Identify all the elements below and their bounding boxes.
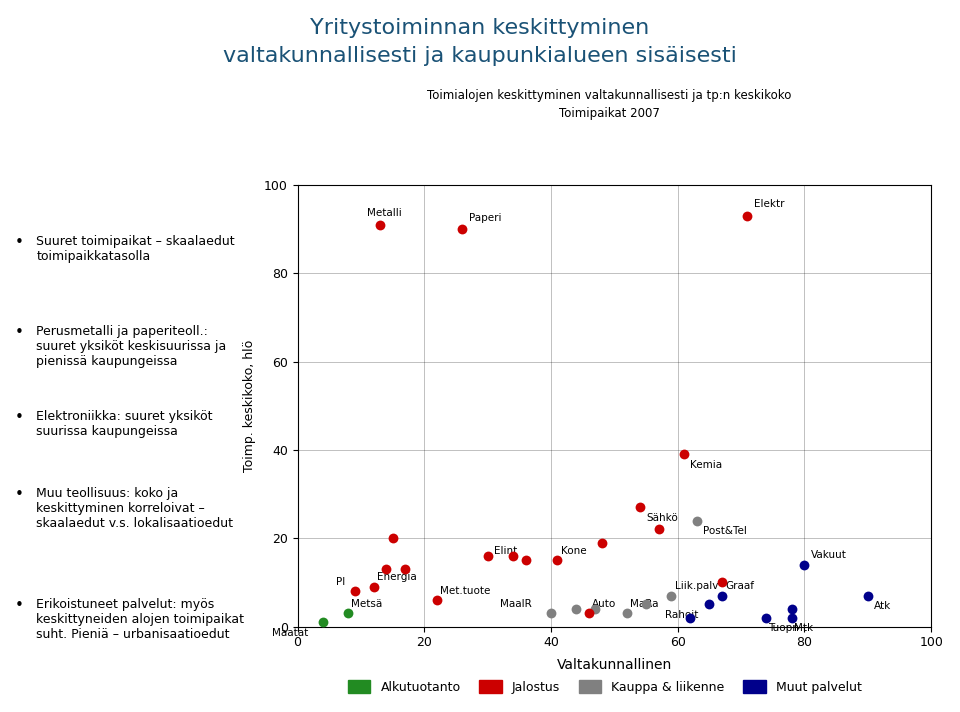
Text: Muu teollisuus: koko ja
keskittyminen korreloivat –
skaalaedut v.s. lokalisaatio: Muu teollisuus: koko ja keskittyminen ko… [36, 487, 233, 530]
Point [341, 607, 356, 619]
Text: Liik.palv: Liik.palv [675, 581, 718, 591]
Text: Sähkö: Sähkö [646, 513, 678, 523]
Text: Paperi: Paperi [468, 213, 501, 223]
X-axis label: Valtakunnallinen: Valtakunnallinen [557, 658, 672, 671]
Point [784, 612, 800, 624]
Text: Elektroniikka: suuret yksiköt
suurissa kaupungeissa: Elektroniikka: suuret yksiköt suurissa k… [36, 410, 213, 438]
Point [568, 603, 584, 614]
Point [677, 449, 692, 460]
Point [315, 617, 330, 628]
Text: Maatat: Maatat [273, 627, 308, 638]
Text: MaalR: MaalR [500, 599, 532, 609]
Text: Rahoit: Rahoit [665, 610, 699, 620]
Text: Perusmetalli ja paperiteoll.:
suuret yksiköt keskisuurissa ja
pienissä kaupungei: Perusmetalli ja paperiteoll.: suuret yks… [36, 325, 227, 367]
Point [385, 533, 400, 544]
Text: Kone: Kone [561, 546, 587, 556]
Point [582, 607, 597, 619]
Text: Kemia: Kemia [690, 460, 723, 470]
Text: valtakunnallisesti ja kaupunkialueen sisäisesti: valtakunnallisesti ja kaupunkialueen sis… [223, 46, 737, 66]
Text: Tuopn: Tuopn [768, 623, 800, 633]
Point [378, 563, 394, 575]
Text: Mtk: Mtk [794, 623, 813, 633]
Text: Elektr: Elektr [754, 199, 784, 209]
Point [714, 577, 730, 588]
Text: •: • [15, 410, 24, 425]
Point [714, 590, 730, 602]
Point [550, 555, 565, 566]
Point [638, 599, 654, 610]
Text: MaRa: MaRa [630, 599, 659, 609]
Text: Met.tuote: Met.tuote [440, 586, 491, 596]
Text: Metsä: Metsä [351, 599, 383, 609]
Text: Vakuut: Vakuut [811, 550, 847, 560]
Text: •: • [15, 235, 24, 250]
Point [860, 590, 876, 602]
Point [784, 603, 800, 614]
Text: Yritystoiminnan keskittyminen: Yritystoiminnan keskittyminen [310, 18, 650, 38]
Text: Elint: Elint [494, 546, 517, 556]
Text: Atk: Atk [875, 601, 892, 611]
Text: Toimipaikat 2007: Toimipaikat 2007 [559, 107, 660, 120]
Point [543, 607, 559, 619]
Point [619, 607, 635, 619]
Text: Erikoistuneet palvelut: myös
keskittyneiden alojen toimipaikat
suht. Pieniä – ur: Erikoistuneet palvelut: myös keskittynei… [36, 598, 245, 641]
Point [758, 612, 774, 624]
Point [455, 224, 470, 235]
Point [683, 612, 698, 624]
Y-axis label: Toimp. keskikoko, hlö: Toimp. keskikoko, hlö [243, 340, 255, 472]
Text: Pl: Pl [336, 577, 345, 587]
Point [632, 502, 647, 513]
Text: Toimialojen keskittyminen valtakunnallisesti ja tp:n keskikoko: Toimialojen keskittyminen valtakunnallis… [427, 89, 792, 102]
Text: Graaf: Graaf [726, 581, 755, 591]
Text: Auto: Auto [592, 599, 616, 609]
Point [594, 537, 610, 548]
Text: Suuret toimipaikat – skaalaedut
toimipaikkatasolla: Suuret toimipaikat – skaalaedut toimipai… [36, 235, 235, 263]
Point [702, 599, 717, 610]
Point [651, 524, 666, 535]
Legend: Alkutuotanto, Jalostus, Kauppa & liikenne, Muut palvelut: Alkutuotanto, Jalostus, Kauppa & liikenn… [343, 675, 867, 698]
Point [372, 219, 388, 231]
Point [797, 559, 812, 570]
Point [518, 555, 534, 566]
Point [397, 563, 413, 575]
Text: Energia: Energia [376, 572, 417, 582]
Point [480, 550, 495, 562]
Point [505, 550, 520, 562]
Text: •: • [15, 487, 24, 502]
Text: Metalli: Metalli [368, 208, 402, 218]
Text: •: • [15, 325, 24, 340]
Point [347, 585, 362, 597]
Point [663, 590, 679, 602]
Point [588, 603, 603, 614]
Text: •: • [15, 598, 24, 613]
Point [366, 581, 381, 592]
Point [740, 210, 756, 221]
Point [689, 515, 705, 526]
Text: Post&Tel: Post&Tel [703, 526, 747, 536]
Point [429, 595, 444, 606]
